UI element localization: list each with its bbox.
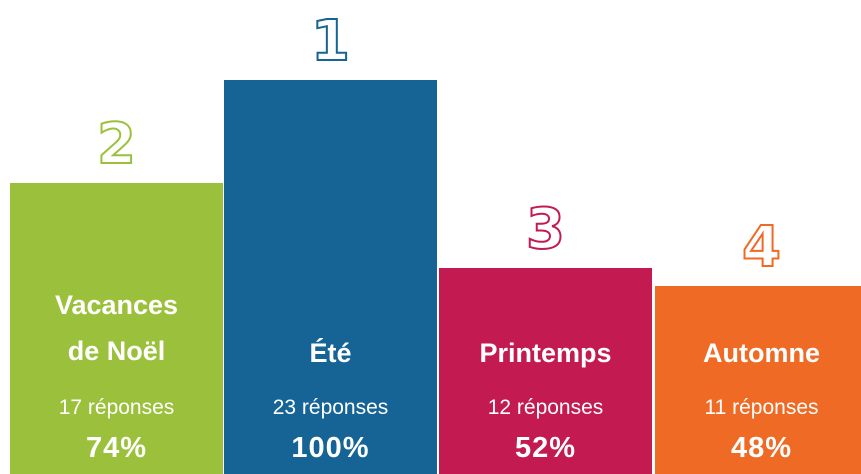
bar-label: Printemps bbox=[479, 338, 612, 368]
bar-label: Été bbox=[309, 338, 352, 368]
bar-4: Automne 11 réponses 48% bbox=[655, 286, 861, 474]
rank-number: 3 bbox=[525, 197, 566, 262]
bar-responses: 23 réponses bbox=[272, 396, 389, 419]
rank-number: 1 bbox=[310, 9, 351, 74]
bar-percent: 100% bbox=[291, 432, 370, 464]
rank-number: 2 bbox=[96, 112, 137, 177]
bar-responses: 12 réponses bbox=[487, 396, 604, 419]
bar-responses: 17 réponses bbox=[58, 396, 175, 419]
bar-percent: 48% bbox=[730, 432, 793, 464]
bar-label: Vacances de Noël bbox=[54, 290, 179, 366]
bar-responses: 11 réponses bbox=[704, 396, 819, 419]
bar-percent: 52% bbox=[514, 432, 577, 464]
bar-2: Été 23 réponses 100% bbox=[224, 80, 437, 474]
bar-1: Vacances de Noël 17 réponses 74% bbox=[10, 183, 223, 474]
bar-percent: 74% bbox=[85, 432, 148, 464]
bar-label: Automne bbox=[703, 338, 820, 368]
bar-3: Printemps 12 réponses 52% bbox=[439, 268, 652, 474]
rank-number: 4 bbox=[741, 215, 782, 280]
